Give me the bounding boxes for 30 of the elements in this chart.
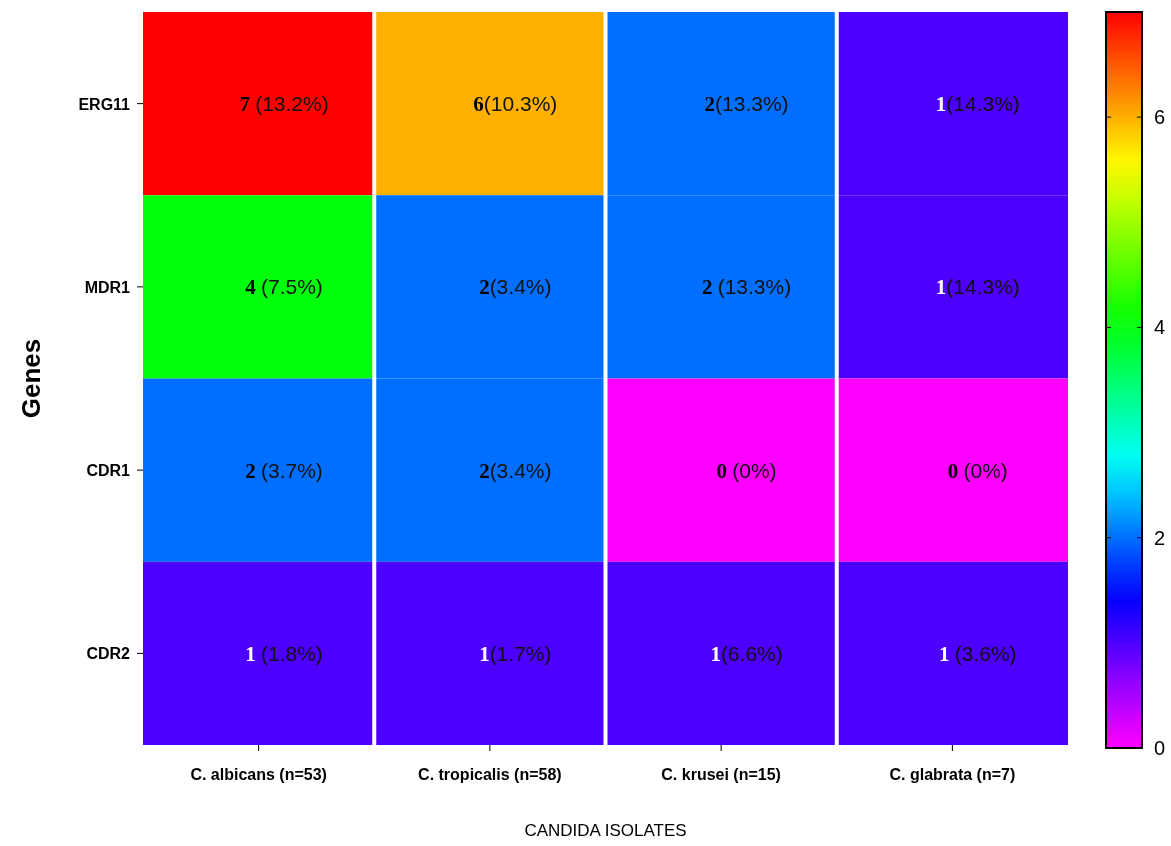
data-label: 1 (1.8%) <box>245 641 323 666</box>
y-axis-title: Genes <box>16 338 46 419</box>
y-tick-label: CDR1 <box>86 462 131 480</box>
data-label: 1(1.7%) <box>479 641 552 666</box>
data-label: 2 (3.7%) <box>245 458 323 483</box>
data-label: 1(6.6%) <box>710 641 783 666</box>
color-bar-label: 4 <box>1154 316 1166 339</box>
data-label: 0 (0%) <box>716 458 777 483</box>
color-bar-label: 0 <box>1154 737 1166 759</box>
y-tick-label: ERG11 <box>78 95 131 113</box>
x-tick-label: C. albicans (n=53) <box>190 766 327 783</box>
data-label: 4 (7.5%) <box>245 275 323 300</box>
data-label: 1(14.3%) <box>935 275 1020 300</box>
data-label: 1(14.3%) <box>935 92 1020 116</box>
x-tick-label: C. krusei (n=15) <box>661 766 781 783</box>
data-label: 2(3.4%) <box>479 275 552 300</box>
data-label: 0 (0%) <box>947 458 1008 483</box>
data-label: 6(10.3%) <box>473 92 558 116</box>
y-tick-label: CDR2 <box>86 645 131 663</box>
color-bar-label: 2 <box>1154 526 1166 549</box>
data-label: 2 (13.3%) <box>701 275 792 300</box>
color-bar-label: 6 <box>1154 106 1166 129</box>
data-label: 2(3.4%) <box>479 458 552 483</box>
data-label: 7 (13.2%) <box>239 92 329 116</box>
x-tick-label: C. tropicalis (n=58) <box>418 766 562 783</box>
y-tick-label: MDR1 <box>84 278 131 296</box>
data-label: 1 (3.6%) <box>939 641 1017 666</box>
x-tick-label: C. glabrata (n=7) <box>889 766 1016 783</box>
x-axis-title: CANDIDA ISOLATES <box>524 821 687 840</box>
data-label: 2(13.3%) <box>704 92 789 116</box>
